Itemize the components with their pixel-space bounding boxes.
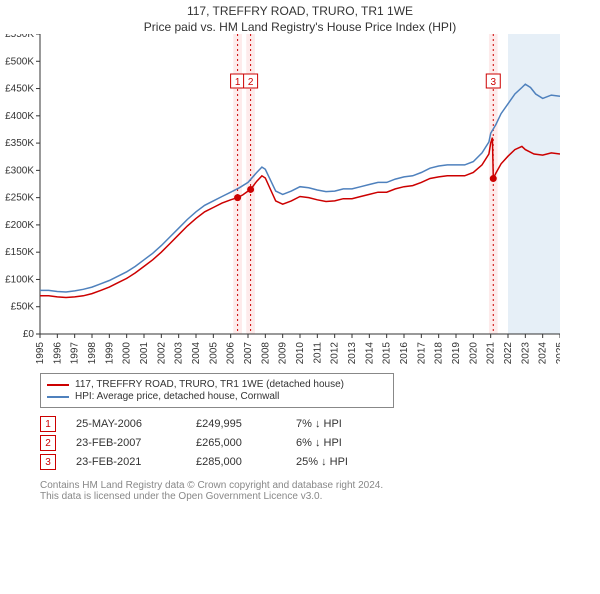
price-chart: £0 £50K £100K £150K £200K £250K £300K £350K £400… (0, 34, 560, 364)
svg-text:2019: 2019 (451, 342, 462, 364)
sale-date: 23-FEB-2021 (76, 456, 196, 468)
sale-marker-3: 3 (40, 454, 56, 470)
footer-attribution: Contains HM Land Registry data © Crown c… (40, 480, 600, 502)
legend-label-hpi: HPI: Average price, detached house, Corn… (75, 391, 279, 402)
svg-text:£400K: £400K (5, 111, 34, 122)
legend-swatch-hpi (47, 396, 69, 398)
svg-text:2012: 2012 (330, 342, 341, 364)
sale-diff: 7% ↓ HPI (296, 418, 396, 430)
svg-text:2018: 2018 (434, 342, 445, 364)
sale-marker-2: 2 (40, 435, 56, 451)
svg-text:£0: £0 (23, 329, 35, 340)
svg-text:2001: 2001 (139, 342, 150, 364)
svg-text:2023: 2023 (520, 342, 531, 364)
svg-text:2005: 2005 (208, 342, 219, 364)
svg-text:2003: 2003 (174, 342, 185, 364)
svg-text:£100K: £100K (5, 274, 34, 285)
svg-text:1: 1 (235, 77, 241, 88)
svg-text:1999: 1999 (104, 342, 115, 364)
svg-text:2025: 2025 (555, 342, 560, 364)
svg-text:3: 3 (490, 77, 496, 88)
sale-marker-1: 1 (40, 416, 56, 432)
svg-text:2022: 2022 (503, 342, 514, 364)
svg-text:2017: 2017 (416, 342, 427, 364)
svg-text:2015: 2015 (382, 342, 393, 364)
svg-text:£450K: £450K (5, 84, 34, 95)
svg-text:2011: 2011 (312, 342, 323, 364)
svg-text:2016: 2016 (399, 342, 410, 364)
sale-row: 3 23-FEB-2021 £285,000 25% ↓ HPI (40, 454, 600, 470)
svg-text:£50K: £50K (11, 302, 35, 313)
svg-text:1998: 1998 (87, 342, 98, 364)
svg-text:2014: 2014 (364, 342, 375, 364)
svg-text:2004: 2004 (191, 342, 202, 364)
sale-price: £285,000 (196, 456, 296, 468)
sale-row: 1 25-MAY-2006 £249,995 7% ↓ HPI (40, 416, 600, 432)
svg-text:2009: 2009 (278, 342, 289, 364)
svg-text:2000: 2000 (122, 342, 133, 364)
svg-text:2002: 2002 (156, 342, 167, 364)
svg-text:2013: 2013 (347, 342, 358, 364)
svg-text:£500K: £500K (5, 56, 34, 67)
legend: 117, TREFFRY ROAD, TRURO, TR1 1WE (detac… (40, 373, 394, 408)
svg-text:2021: 2021 (486, 342, 497, 364)
svg-text:£250K: £250K (5, 193, 34, 204)
svg-text:£350K: £350K (5, 138, 34, 149)
sales-table: 1 25-MAY-2006 £249,995 7% ↓ HPI 2 23-FEB… (40, 416, 600, 470)
svg-text:£150K: £150K (5, 247, 34, 258)
footer-line1: Contains HM Land Registry data © Crown c… (40, 480, 600, 491)
svg-text:2020: 2020 (468, 342, 479, 364)
sale-price: £249,995 (196, 418, 296, 430)
sale-date: 23-FEB-2007 (76, 437, 196, 449)
svg-text:2007: 2007 (243, 342, 254, 364)
svg-text:2024: 2024 (538, 342, 549, 364)
legend-label-property: 117, TREFFRY ROAD, TRURO, TR1 1WE (detac… (75, 379, 344, 390)
sale-diff: 25% ↓ HPI (296, 456, 396, 468)
chart-title-address: 117, TREFFRY ROAD, TRURO, TR1 1WE (0, 4, 600, 18)
sale-price: £265,000 (196, 437, 296, 449)
chart-title-subtitle: Price paid vs. HM Land Registry's House … (0, 20, 600, 34)
svg-text:1996: 1996 (52, 342, 63, 364)
svg-text:£200K: £200K (5, 220, 34, 231)
svg-text:1995: 1995 (35, 342, 46, 364)
svg-text:2008: 2008 (260, 342, 271, 364)
sale-row: 2 23-FEB-2007 £265,000 6% ↓ HPI (40, 435, 600, 451)
sale-diff: 6% ↓ HPI (296, 437, 396, 449)
svg-text:£550K: £550K (5, 34, 34, 40)
footer-line2: This data is licensed under the Open Gov… (40, 491, 600, 502)
svg-text:£300K: £300K (5, 165, 34, 176)
svg-text:1997: 1997 (70, 342, 81, 364)
svg-text:2010: 2010 (295, 342, 306, 364)
svg-text:2: 2 (248, 77, 254, 88)
sale-date: 25-MAY-2006 (76, 418, 196, 430)
legend-swatch-property (47, 384, 69, 386)
svg-text:2006: 2006 (226, 342, 237, 364)
